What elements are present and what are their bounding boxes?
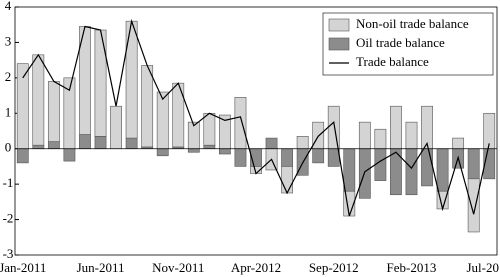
y-tick-label: 2	[5, 69, 12, 84]
bar	[125, 137, 138, 150]
y-tick-label: -3	[3, 246, 14, 261]
x-tick-label: Jan-2011	[0, 260, 46, 275]
bar	[94, 136, 107, 150]
bar	[125, 20, 138, 139]
bar	[296, 136, 309, 150]
bar	[234, 148, 247, 167]
legend-label: Non-oil trade balance	[356, 16, 469, 31]
bar	[452, 137, 465, 150]
bar	[16, 148, 29, 164]
x-tick-label: Sep-2012	[309, 260, 359, 275]
bar	[219, 148, 231, 155]
y-tick-label: -2	[3, 211, 14, 226]
bar	[234, 97, 247, 150]
bar	[47, 141, 60, 150]
legend-label: Trade balance	[356, 54, 429, 69]
bar	[265, 137, 278, 150]
y-tick-label: 0	[5, 140, 12, 155]
bar	[405, 121, 418, 150]
bar	[32, 144, 45, 150]
legend-box	[322, 12, 494, 76]
y-tick-label: 3	[5, 33, 12, 48]
x-tick-label: Jul-2013	[466, 260, 500, 275]
x-tick-label: Jun-2011	[77, 260, 125, 275]
bar	[343, 148, 356, 192]
x-tick-label: Feb-2013	[387, 260, 437, 275]
bar	[203, 144, 216, 150]
bar	[203, 112, 216, 146]
bar	[141, 65, 154, 148]
bar	[32, 54, 45, 146]
trade-line	[22, 18, 490, 217]
bar	[156, 91, 169, 150]
bar	[156, 148, 169, 157]
bar	[110, 105, 122, 150]
bar	[467, 148, 480, 180]
bar	[467, 178, 480, 233]
bar	[63, 148, 76, 162]
legend-label: Oil trade balance	[356, 35, 445, 50]
bar	[405, 148, 418, 196]
bar	[79, 134, 91, 150]
y-tick-label: 4	[5, 0, 12, 13]
bar	[94, 29, 107, 137]
bar	[374, 128, 387, 150]
y-tick-label: -1	[3, 175, 14, 190]
plot-frame	[14, 6, 498, 256]
bar	[421, 148, 433, 187]
bar	[187, 148, 200, 153]
bar	[281, 148, 293, 167]
bar	[327, 148, 340, 167]
bar	[312, 148, 325, 164]
y-tick-label: 1	[5, 104, 12, 119]
bar	[312, 121, 325, 150]
legend-swatch	[328, 37, 350, 51]
bar	[358, 121, 371, 150]
bar	[390, 105, 402, 150]
bar	[436, 148, 449, 192]
x-tick-label: Nov-2011	[152, 260, 204, 275]
bar	[374, 148, 387, 181]
legend-swatch	[328, 18, 350, 32]
x-tick-label: Apr-2012	[231, 260, 281, 275]
bar	[16, 63, 29, 150]
bar	[47, 81, 60, 142]
bar	[281, 166, 293, 194]
